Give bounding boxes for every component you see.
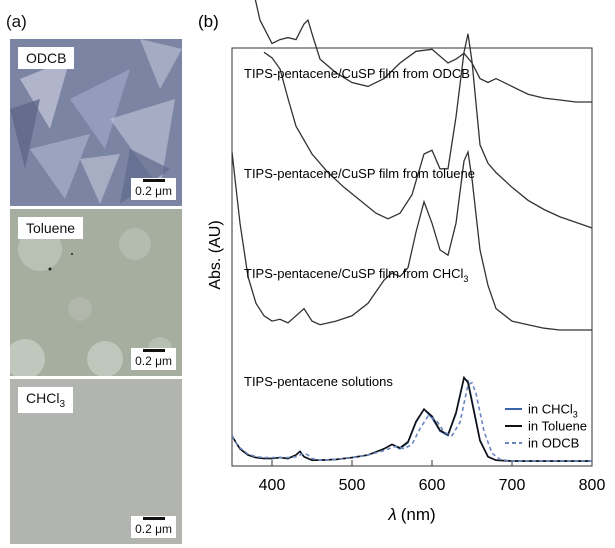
y-axis-label: Abs. (AU) bbox=[207, 220, 224, 289]
spectrum-line-3 bbox=[231, 149, 592, 331]
chcl3-label: CHCl3 bbox=[18, 387, 74, 413]
panel-a-label: (a) bbox=[6, 12, 27, 31]
x-tick-label: 700 bbox=[499, 477, 526, 494]
absorbance-chart: (b) Abs. (AU) λ (nm) 400 500 600 700 800 TIPS… bbox=[198, 0, 606, 524]
micrograph-toluene: Toluene 0.2 μm bbox=[10, 209, 182, 376]
legend-label: in Toluene bbox=[528, 419, 587, 434]
x-tick-label: 500 bbox=[339, 477, 366, 494]
odcb-label: ODCB bbox=[18, 47, 75, 69]
spectrum-line-6 bbox=[231, 381, 592, 462]
x-tick-label: 400 bbox=[259, 477, 286, 494]
chcl3-scale-bar: 0.2 μm bbox=[131, 516, 176, 538]
annotation-odcb-film: TIPS-pentacene/CuSP film from ODCB bbox=[244, 66, 470, 81]
toluene-label: Toluene bbox=[18, 217, 84, 239]
odcb-crystal-texture bbox=[10, 39, 182, 206]
annotation-chcl3-film: TIPS-pentacene/CuSP film from CHCl3 bbox=[244, 266, 468, 284]
panel-b-label: (b) bbox=[198, 12, 219, 31]
x-axis-label: λ (nm) bbox=[387, 505, 435, 524]
odcb-scale-bar: 0.2 μm bbox=[131, 178, 176, 200]
toluene-scale-bar: 0.2 μm bbox=[131, 348, 176, 370]
micrograph-odcb: ODCB 0.2 μm bbox=[10, 39, 182, 206]
annotation-toluene-film: TIPS-pentacene/CuSP film from toluene bbox=[244, 166, 475, 181]
x-tick-label: 800 bbox=[579, 477, 606, 494]
micrograph-chcl3: CHCl3 0.2 μm bbox=[10, 379, 182, 544]
x-tick-label: 600 bbox=[419, 477, 446, 494]
legend-label: in ODCB bbox=[528, 436, 579, 451]
plot-frame bbox=[231, 47, 593, 467]
spectrum-line-1 bbox=[254, 0, 592, 103]
legend-label: in CHCl3 bbox=[528, 402, 578, 420]
annotation-solutions: TIPS-pentacene solutions bbox=[244, 374, 393, 389]
spectrum-line-2 bbox=[263, 33, 593, 229]
